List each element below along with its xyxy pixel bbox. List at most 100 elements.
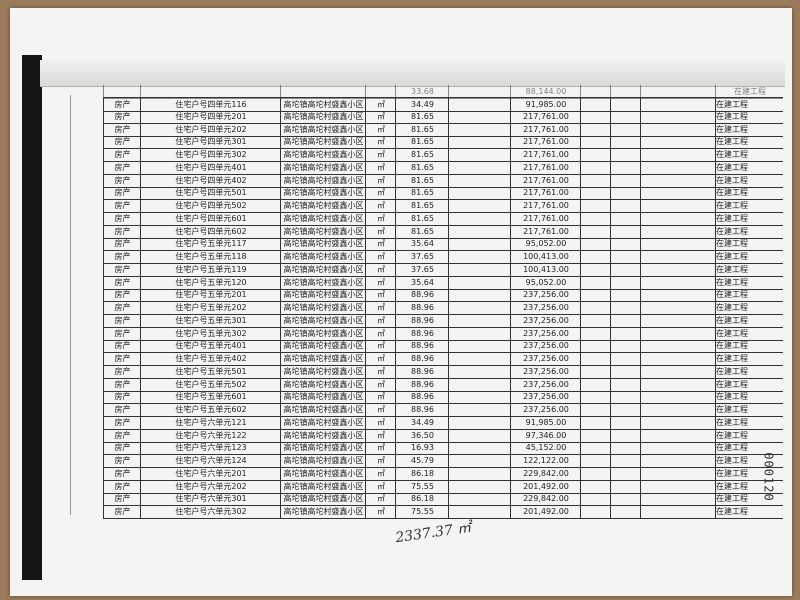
table-cell [610,390,641,404]
table-cell: 高坨镇高坨村盛鑫小区 [280,479,366,493]
table-cell: 在建工程 [715,364,784,378]
table-cell: 高坨镇高坨村盛鑫小区 [280,211,366,225]
table-cell [640,301,716,314]
table-cell [640,275,716,289]
table-cell [610,85,641,98]
table-cell: 高坨镇高坨村盛鑫小区 [280,160,366,174]
table-cell: ㎡ [365,326,396,340]
table-cell [610,339,641,353]
table-cell: 201,492.00 [510,505,581,518]
table-cell: 房产 [103,135,141,149]
table-cell [448,160,511,174]
table-cell: 住宅户号四单元202 [140,122,281,136]
table-cell: 住宅户号四单元201 [140,109,281,123]
table-cell: ㎡ [365,390,396,404]
table-cell: 住宅户号五单元119 [140,262,281,276]
table-cell: 在建工程 [715,98,784,111]
table-cell: 217,761.00 [510,135,581,149]
table-cell: 房产 [103,186,141,200]
table-cell [280,85,366,98]
table-cell: 房产 [103,199,141,212]
table-cell [640,160,716,174]
table-cell [448,109,511,123]
table-cell [580,122,611,136]
table-cell [640,479,716,493]
table-cell: 237,256.00 [510,364,581,378]
table-cell [640,466,716,480]
table-cell: 房产 [103,339,141,353]
table-cell: 高坨镇高坨村盛鑫小区 [280,441,366,455]
table-cell: 高坨镇高坨村盛鑫小区 [280,275,366,289]
table-cell [448,403,511,416]
table-cell: 高坨镇高坨村盛鑫小区 [280,250,366,263]
table-cell: 91,985.00 [510,415,581,429]
table-cell: 高坨镇高坨村盛鑫小区 [280,301,366,314]
table-cell: ㎡ [365,505,396,518]
table-cell [640,339,716,353]
page-stamp: 000120 [761,452,776,502]
table-cell [448,237,511,251]
table-cell [448,288,511,302]
table-cell: 100,413.00 [510,250,581,263]
table-cell [580,237,611,251]
table-cell: 高坨镇高坨村盛鑫小区 [280,262,366,276]
table-cell [448,364,511,378]
table-cell [580,98,611,111]
table-cell: 35.64 [395,237,449,251]
table-cell [640,492,716,506]
table-cell: 住宅户号六单元202 [140,479,281,493]
table-cell: 88.96 [395,352,449,365]
table-cell [640,199,716,212]
table-cell: 住宅户号六单元123 [140,441,281,455]
table-cell [580,390,611,404]
table-cell: 住宅户号五单元202 [140,301,281,314]
table-cell: 88.96 [395,390,449,404]
table-cell: 房产 [103,326,141,340]
table-cell: 237,256.00 [510,377,581,391]
table-cell: 房产 [103,428,141,442]
table-cell [580,352,611,365]
table-cell: 35.64 [395,275,449,289]
table-cell: 91,985.00 [510,98,581,111]
table-cell: 在建工程 [715,173,784,187]
table-cell: 住宅户号四单元401 [140,160,281,174]
table-cell: 高坨镇高坨村盛鑫小区 [280,313,366,327]
table-cell [580,377,611,391]
table-cell: 房产 [103,415,141,429]
table-cell [448,275,511,289]
table-cell: 住宅户号四单元301 [140,135,281,149]
table-cell: 在建工程 [715,352,784,365]
table-cell: 在建工程 [715,186,784,200]
table-cell: 高坨镇高坨村盛鑫小区 [280,403,366,416]
table-cell: 在建工程 [715,479,784,493]
table-cell: 住宅户号六单元302 [140,505,281,518]
table-cell: 在建工程 [715,505,784,518]
table-cell [580,262,611,276]
table-cell [448,148,511,161]
table-cell: 75.55 [395,479,449,493]
table-cell: 217,761.00 [510,224,581,238]
table-cell: ㎡ [365,479,396,493]
table-cell [640,211,716,225]
table-cell: ㎡ [365,492,396,506]
table-cell: 住宅户号四单元601 [140,211,281,225]
table-cell: ㎡ [365,148,396,161]
table-cell [610,122,641,136]
table-cell: 高坨镇高坨村盛鑫小区 [280,109,366,123]
table-cell: 住宅户号四单元302 [140,148,281,161]
table-cell [580,135,611,149]
table-cell [610,377,641,391]
table-cell: ㎡ [365,428,396,442]
table-cell: 住宅户号五单元118 [140,250,281,263]
table-cell: 37.65 [395,262,449,276]
table-cell: 高坨镇高坨村盛鑫小区 [280,352,366,365]
